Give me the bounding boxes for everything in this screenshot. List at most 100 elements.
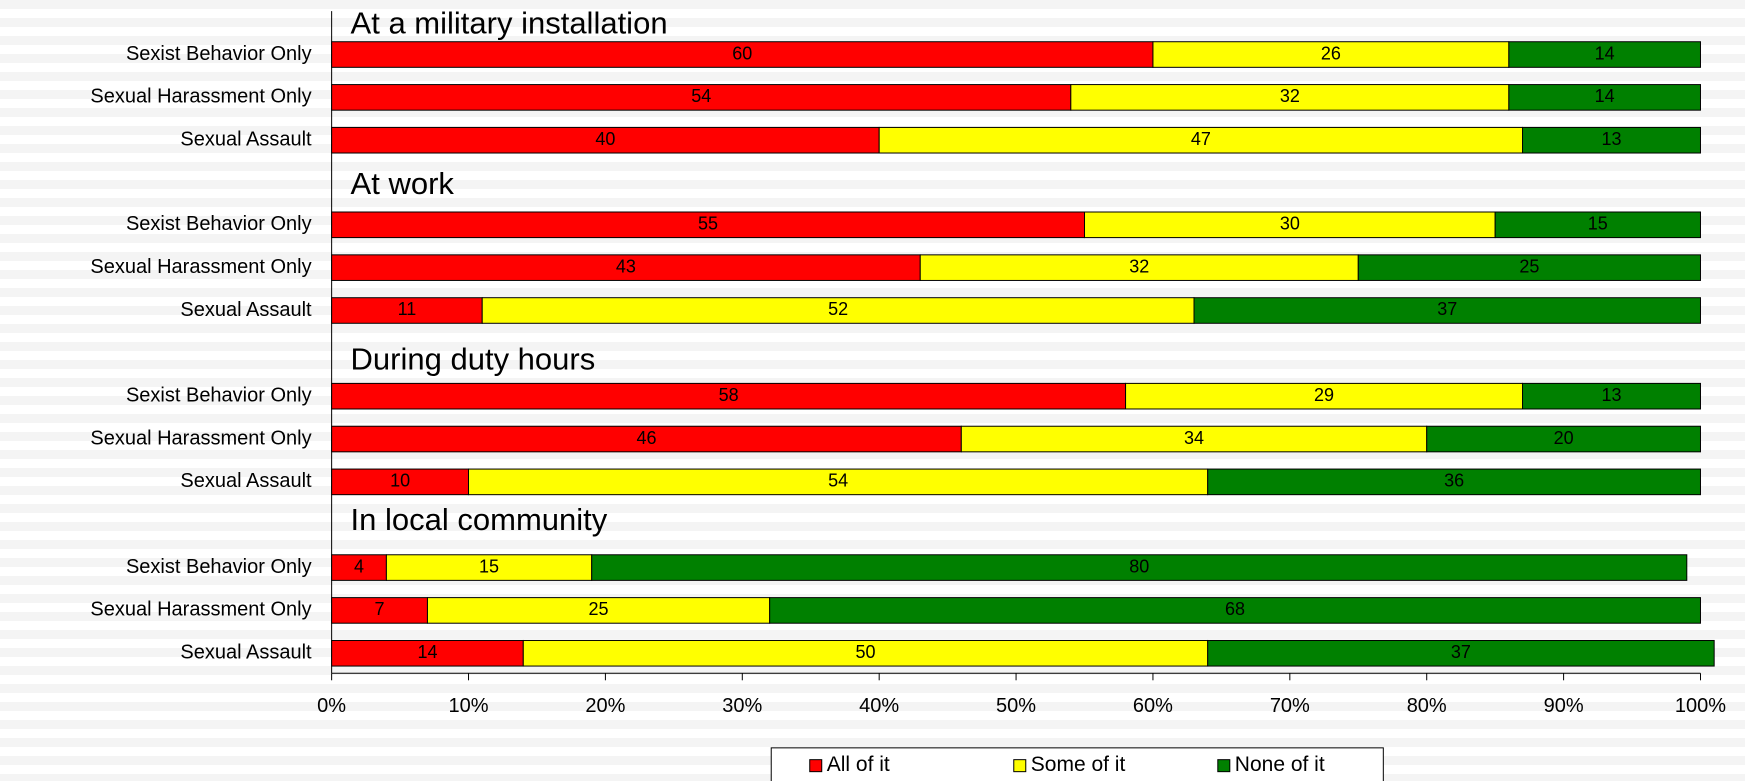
value-label: 14 <box>1595 86 1615 106</box>
value-label: 25 <box>589 599 609 619</box>
value-label: 54 <box>828 471 848 491</box>
x-tick-label: 30% <box>722 695 762 717</box>
value-label: 37 <box>1451 642 1471 662</box>
value-label: 10 <box>390 471 410 491</box>
bar-segment <box>1508 41 1701 68</box>
bar-segment <box>919 254 1359 281</box>
bar-segment <box>1125 382 1524 410</box>
category-label: Sexual Assault <box>180 299 312 321</box>
value-label: 34 <box>1184 428 1204 448</box>
bar-segment <box>1522 126 1701 154</box>
legend-label: None of it <box>1235 753 1325 776</box>
value-label: 15 <box>1588 214 1608 234</box>
bar-segment <box>1152 41 1510 68</box>
value-label: 32 <box>1280 86 1300 106</box>
group-title: During duty hours <box>351 342 596 377</box>
category-label: Sexual Harassment Only <box>90 427 311 449</box>
value-label: 52 <box>828 299 848 319</box>
bar-segment <box>331 382 1127 410</box>
bar-segment <box>1494 211 1701 239</box>
value-label: 4 <box>354 556 364 576</box>
bar-segment <box>1357 254 1701 281</box>
bar-segment <box>1522 382 1701 410</box>
category-label: Sexual Harassment Only <box>90 599 311 621</box>
value-label: 37 <box>1437 299 1457 319</box>
value-label: 54 <box>691 86 711 106</box>
value-label: 14 <box>1595 43 1615 63</box>
bar-segment <box>331 468 470 496</box>
value-label: 20 <box>1554 428 1574 448</box>
category-label: Sexual Assault <box>180 642 312 664</box>
bar-segment <box>1508 84 1701 111</box>
x-tick-label: 10% <box>449 695 489 717</box>
value-label: 25 <box>1519 256 1539 276</box>
legend-label: Some of it <box>1031 753 1126 776</box>
bar-segment <box>1426 425 1701 453</box>
bar-segment <box>591 554 1688 581</box>
bar-segment <box>522 639 1209 667</box>
group-title: In local community <box>351 502 608 537</box>
value-label: 46 <box>636 428 656 448</box>
category-label: Sexist Behavior Only <box>126 43 312 65</box>
value-label: 80 <box>1129 556 1149 576</box>
bar-segment <box>331 254 921 281</box>
bar-segment <box>769 597 1701 624</box>
x-tick-label: 20% <box>585 695 625 717</box>
bar-segment <box>468 468 1209 496</box>
group-title: At a military installation <box>351 6 668 41</box>
legend-swatch <box>1217 759 1231 773</box>
bar-segment <box>331 211 1086 239</box>
x-tick-label: 40% <box>859 695 899 717</box>
value-label: 43 <box>616 256 636 276</box>
category-label: Sexual Assault <box>180 470 312 492</box>
value-label: 14 <box>417 642 437 662</box>
x-tick-label: 60% <box>1133 695 1173 717</box>
value-label: 13 <box>1601 385 1621 405</box>
bar-segment <box>426 597 771 624</box>
bar-segment <box>331 297 483 324</box>
value-label: 30 <box>1280 214 1300 234</box>
category-label: Sexist Behavior Only <box>126 556 312 578</box>
value-label: 29 <box>1314 385 1334 405</box>
legend-swatch <box>809 759 823 773</box>
value-label: 55 <box>698 214 718 234</box>
bar-segment <box>331 126 880 154</box>
value-label: 13 <box>1601 129 1621 149</box>
category-label: Sexual Assault <box>180 129 312 151</box>
value-label: 47 <box>1191 129 1211 149</box>
bar-segment <box>1207 468 1701 496</box>
bar-segment <box>1193 297 1701 324</box>
bar-segment <box>331 84 1072 111</box>
value-label: 58 <box>719 385 739 405</box>
value-label: 36 <box>1444 471 1464 491</box>
value-label: 7 <box>375 599 385 619</box>
x-tick-label: 80% <box>1407 695 1447 717</box>
x-tick-label: 50% <box>996 695 1036 717</box>
x-tick-label: 100% <box>1675 695 1726 717</box>
bar-segment <box>331 554 387 581</box>
bar-segment <box>331 425 962 453</box>
legend-label: All of it <box>827 753 890 776</box>
category-label: Sexist Behavior Only <box>126 384 312 406</box>
category-label: Sexual Harassment Only <box>90 256 311 278</box>
value-label: 60 <box>732 43 752 63</box>
bar-segment <box>1084 211 1496 239</box>
x-tick-label: 70% <box>1270 695 1310 717</box>
category-label: Sexual Harassment Only <box>90 86 311 108</box>
value-label: 15 <box>479 556 499 576</box>
value-label: 11 <box>398 299 417 319</box>
bar-segment <box>481 297 1195 324</box>
x-tick-label: 90% <box>1544 695 1584 717</box>
group-title: At work <box>351 166 455 201</box>
bar-segment <box>331 597 428 624</box>
legend-box <box>770 747 1384 781</box>
bar-segment <box>331 639 524 667</box>
bar-segment <box>1207 639 1715 667</box>
value-label: 40 <box>595 129 615 149</box>
legend-swatch <box>1013 759 1027 773</box>
value-label: 26 <box>1321 43 1341 63</box>
bar-segment <box>1070 84 1510 111</box>
value-label: 68 <box>1225 599 1245 619</box>
